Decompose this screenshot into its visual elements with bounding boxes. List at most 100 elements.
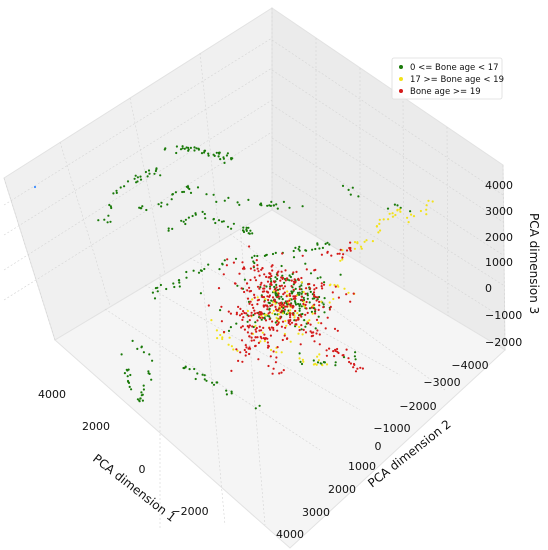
red-series-point	[220, 320, 223, 323]
gridline	[3, 99, 273, 271]
green-series-point	[294, 303, 298, 306]
green-series-point	[160, 201, 163, 204]
green-series-point	[319, 276, 322, 279]
gridline	[271, 104, 504, 256]
green-series-point	[218, 268, 221, 271]
z-tick-label: 2000	[485, 231, 513, 244]
green-series-point	[292, 249, 295, 253]
red-series-point	[304, 331, 308, 334]
green-series-point	[140, 346, 143, 349]
green-series-point	[245, 229, 248, 232]
green-series-point	[275, 283, 278, 286]
red-series-point	[241, 360, 244, 363]
red-series-point	[241, 261, 244, 264]
yellow-series-point	[425, 213, 428, 216]
green-series-point	[278, 297, 281, 300]
yellow-series-point	[325, 363, 329, 366]
green-series-point	[297, 248, 300, 251]
green-series-point	[298, 304, 301, 307]
green-series-point	[151, 291, 154, 294]
red-series-point	[348, 360, 351, 364]
red-series-point	[289, 304, 292, 307]
red-series-point	[288, 312, 291, 315]
red-series-point	[312, 291, 316, 294]
red-series-point	[320, 322, 323, 325]
red-series-point	[290, 279, 293, 282]
green-series-point	[171, 227, 174, 230]
gridline	[3, 37, 273, 206]
red-series-point	[338, 252, 341, 255]
red-series-point	[333, 327, 337, 330]
red-series-point	[282, 303, 285, 307]
green-series-point	[191, 214, 194, 218]
yellow-series-point	[379, 229, 382, 232]
yellow-series-point	[219, 333, 222, 337]
green-series-point	[178, 285, 181, 288]
legend-label-series-0: 0 <= Bone age < 17	[410, 63, 499, 73]
green-series-point	[160, 205, 163, 208]
red-series-point	[331, 291, 334, 294]
green-series-point	[294, 246, 297, 249]
green-series-point	[304, 262, 307, 265]
red-series-point	[277, 292, 280, 295]
green-series-point	[142, 384, 145, 387]
yellow-series-point	[286, 290, 289, 293]
red-series-point	[232, 261, 235, 264]
green-series-point	[229, 326, 232, 329]
red-series-point	[225, 264, 228, 267]
red-series-point	[245, 351, 248, 354]
red-series-point	[290, 321, 294, 324]
red-series-point	[309, 287, 312, 290]
green-series-point	[276, 288, 280, 291]
red-series-point	[244, 344, 247, 347]
green-series-point	[235, 322, 238, 325]
green-series-point	[308, 301, 311, 304]
green-series-point	[200, 152, 204, 155]
red-series-point	[282, 293, 285, 296]
red-series-point	[249, 267, 252, 270]
red-series-point	[310, 306, 313, 309]
green-series-point	[238, 203, 241, 206]
green-series-point	[274, 251, 277, 254]
red-series-point	[286, 337, 289, 340]
red-series-point	[279, 301, 283, 305]
green-series-point	[159, 174, 162, 177]
yellow-series-point	[215, 329, 218, 332]
green-series-point	[136, 347, 139, 350]
green-series-point	[103, 218, 106, 221]
red-series-point	[304, 292, 307, 295]
red-series-point	[285, 295, 288, 298]
red-series-point	[349, 300, 352, 303]
green-series-point	[299, 360, 302, 363]
red-series-point	[309, 323, 312, 326]
red-series-point	[276, 274, 279, 277]
red-series-point	[254, 279, 258, 282]
green-series-point	[147, 169, 151, 172]
red-series-point	[305, 287, 308, 290]
yellow-series-point	[399, 210, 402, 213]
green-series-point	[312, 359, 315, 362]
yellow-series-point	[228, 336, 231, 339]
green-series-point	[189, 146, 192, 149]
red-series-point	[333, 355, 336, 358]
green-series-point	[134, 174, 137, 177]
red-series-point	[235, 313, 238, 316]
green-series-point	[396, 204, 399, 207]
green-series-point	[293, 319, 296, 322]
green-series-point	[242, 230, 246, 234]
green-series-point	[328, 243, 331, 246]
red-series-point	[254, 328, 257, 331]
yellow-series-point	[256, 296, 259, 299]
red-series-point	[304, 303, 307, 306]
green-series-point	[234, 257, 238, 260]
red-series-point	[291, 312, 294, 315]
green-series-point	[184, 218, 187, 221]
red-series-point	[295, 323, 298, 326]
green-series-point	[351, 186, 354, 189]
red-series-point	[274, 361, 277, 364]
green-series-point	[194, 213, 197, 216]
red-series-point	[248, 302, 251, 305]
yellow-series-point	[318, 353, 321, 356]
green-series-point	[314, 247, 317, 251]
green-series-point	[145, 208, 148, 212]
